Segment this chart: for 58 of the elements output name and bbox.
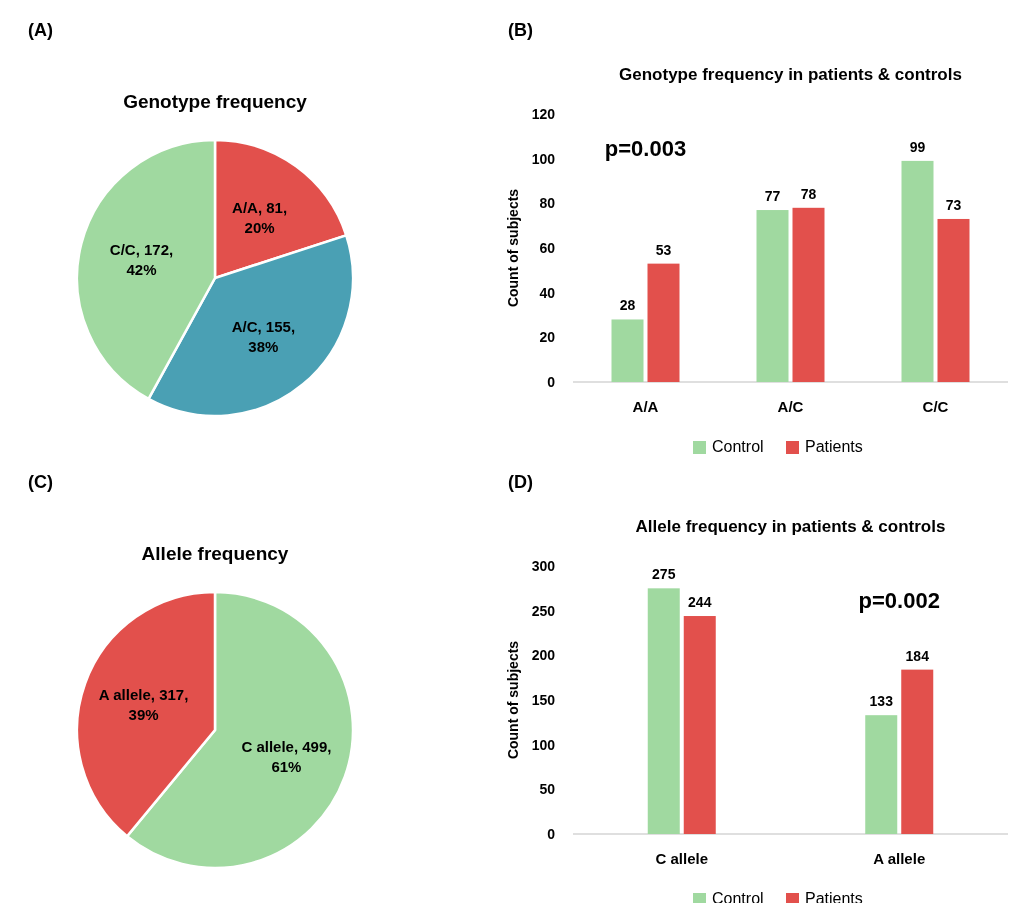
y-tick-label: 80 (539, 195, 556, 212)
slice-label: A/C, 155, 38% (231, 318, 296, 356)
x-tick-label: A/A (632, 398, 659, 415)
y-tick-label: 40 (539, 284, 556, 301)
slice-label: C/C, 172, 42% (109, 241, 174, 279)
data-label: 73 (945, 196, 962, 213)
data-label: 244 (688, 594, 712, 611)
bar (901, 160, 934, 382)
legend-label: Control (712, 438, 764, 455)
x-tick-label: A/C (777, 398, 804, 415)
bar (901, 669, 934, 834)
y-tick-label: 100 (531, 736, 556, 753)
y-tick-label: 100 (531, 150, 556, 167)
data-label: 184 (905, 647, 930, 664)
annotation: p=0.002 (858, 588, 940, 613)
chart-title: Allele frequency (141, 543, 289, 564)
y-tick-label: 150 (531, 691, 556, 708)
data-label: 275 (652, 566, 676, 583)
y-tick-label: 60 (539, 239, 556, 256)
x-tick-label: C/C (922, 398, 949, 415)
bar (792, 207, 825, 382)
x-tick-label: C allele (655, 850, 709, 867)
y-axis-title: Count of subjects (505, 188, 521, 308)
y-tick-label: 0 (547, 373, 556, 390)
x-tick-label: A allele (873, 850, 926, 867)
data-label: 53 (655, 241, 672, 258)
y-tick-label: 200 (531, 647, 556, 664)
chart-title: Allele frequency in patients & controls (635, 517, 946, 536)
text: (A) (28, 20, 53, 40)
y-tick-label: 20 (539, 329, 556, 346)
chart-title: Genotype frequency (123, 91, 308, 112)
data-label: 77 (764, 188, 781, 205)
bar (756, 210, 789, 382)
bar (611, 319, 644, 382)
bar (937, 218, 970, 382)
y-tick-label: 250 (531, 602, 556, 619)
data-label: 133 (869, 693, 894, 710)
bar (647, 588, 680, 834)
chart-title: Genotype frequency in patients & controls (619, 65, 962, 84)
data-label: 99 (909, 138, 926, 155)
bar (647, 263, 680, 382)
text: (C) (28, 472, 53, 492)
text: (D) (508, 472, 533, 492)
bar (683, 616, 716, 834)
slice-label: C allele, 499, 61% (241, 737, 332, 775)
slice-label: A allele, 317, 39% (98, 686, 189, 724)
slice-label: A/A, 81, 20% (232, 198, 288, 236)
annotation: p=0.003 (604, 136, 687, 161)
data-label: 78 (800, 185, 817, 202)
y-tick-label: 300 (531, 557, 556, 574)
text: (B) (508, 20, 533, 40)
bar (865, 715, 898, 834)
y-tick-label: 50 (539, 781, 556, 798)
y-tick-label: 120 (531, 105, 556, 122)
y-tick-label: 0 (547, 825, 556, 842)
data-label: 28 (619, 297, 636, 314)
y-axis-title: Count of subjects (505, 640, 521, 760)
legend-label: Patients (805, 438, 863, 455)
